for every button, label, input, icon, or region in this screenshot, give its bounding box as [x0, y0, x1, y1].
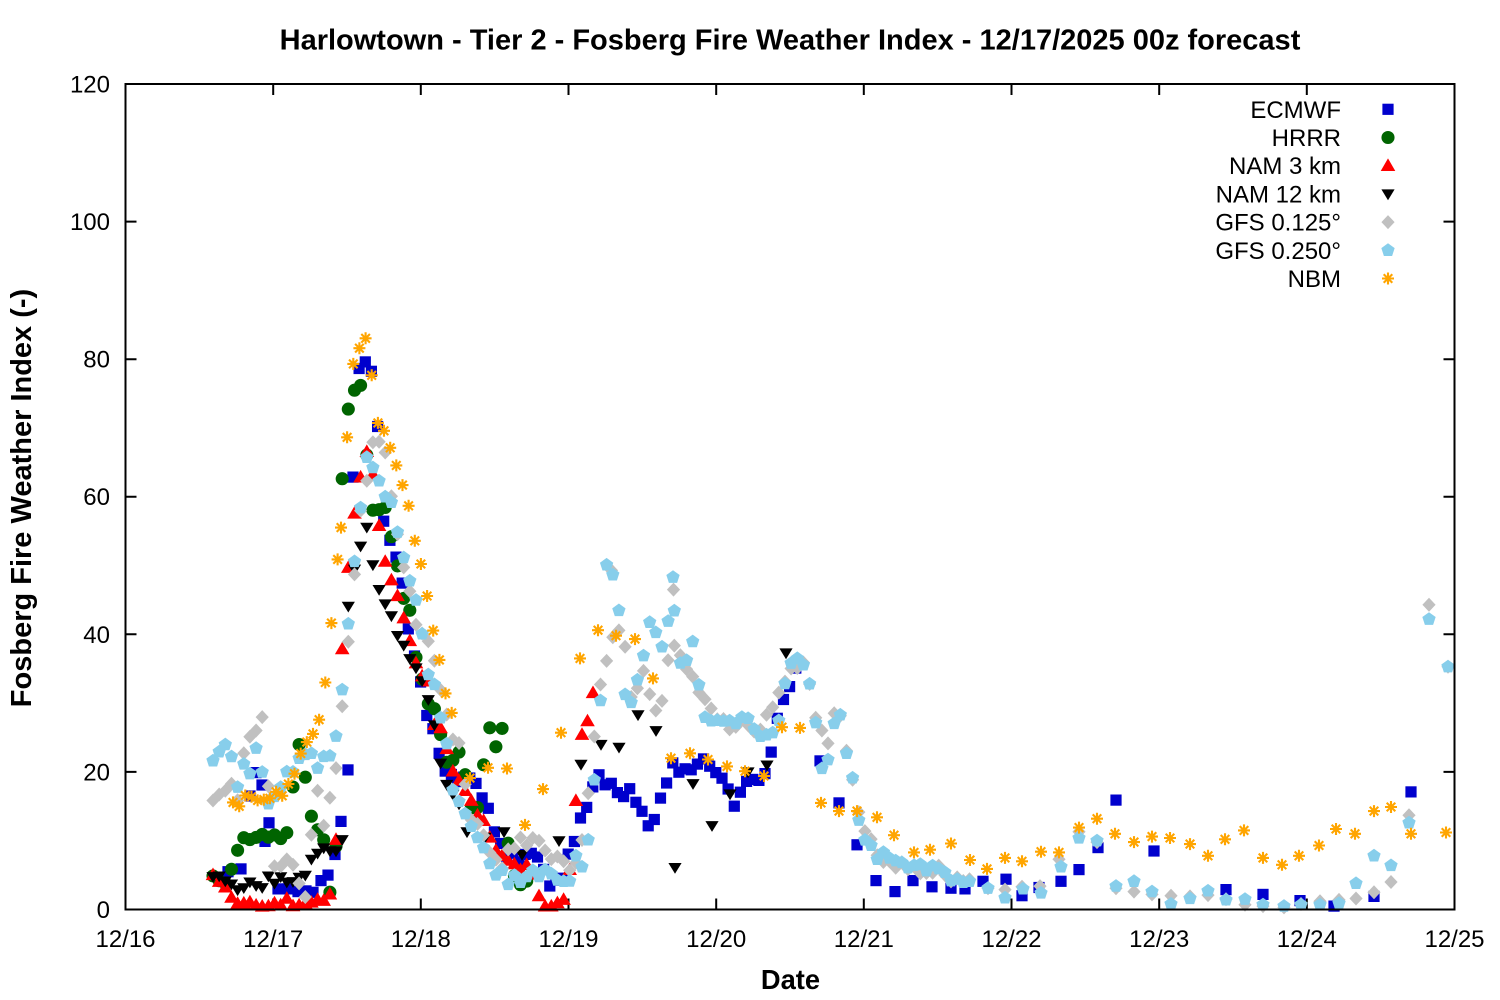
- svg-text:40: 40: [83, 622, 110, 649]
- svg-text:20: 20: [83, 759, 110, 786]
- svg-text:12/25: 12/25: [1424, 926, 1484, 953]
- svg-text:0: 0: [97, 897, 110, 924]
- svg-text:12/24: 12/24: [1277, 926, 1337, 953]
- svg-text:12/16: 12/16: [95, 926, 155, 953]
- svg-text:12/17: 12/17: [243, 926, 303, 953]
- svg-text:100: 100: [70, 209, 110, 236]
- svg-text:60: 60: [83, 484, 110, 511]
- svg-text:12/20: 12/20: [686, 926, 746, 953]
- svg-text:HRRR: HRRR: [1272, 125, 1341, 152]
- svg-text:80: 80: [83, 347, 110, 374]
- svg-text:120: 120: [70, 72, 110, 99]
- svg-text:NAM 3 km: NAM 3 km: [1229, 153, 1341, 180]
- svg-text:Date: Date: [761, 964, 820, 995]
- svg-text:NAM 12 km: NAM 12 km: [1216, 181, 1341, 208]
- svg-text:12/18: 12/18: [391, 926, 451, 953]
- svg-text:12/23: 12/23: [1129, 926, 1189, 953]
- svg-text:Fosberg Fire Weather Index (-): Fosberg Fire Weather Index (-): [6, 289, 38, 707]
- svg-text:12/19: 12/19: [538, 926, 598, 953]
- svg-text:GFS 0.125°: GFS 0.125°: [1215, 210, 1341, 237]
- svg-text:NBM: NBM: [1288, 266, 1341, 293]
- svg-text:ECMWF: ECMWF: [1250, 97, 1341, 124]
- svg-text:12/21: 12/21: [834, 926, 894, 953]
- svg-text:GFS 0.250°: GFS 0.250°: [1215, 238, 1341, 265]
- svg-text:12/22: 12/22: [981, 926, 1041, 953]
- svg-text:Harlowtown - Tier 2 - Fosberg: Harlowtown - Tier 2 - Fosberg Fire Weath…: [280, 25, 1301, 57]
